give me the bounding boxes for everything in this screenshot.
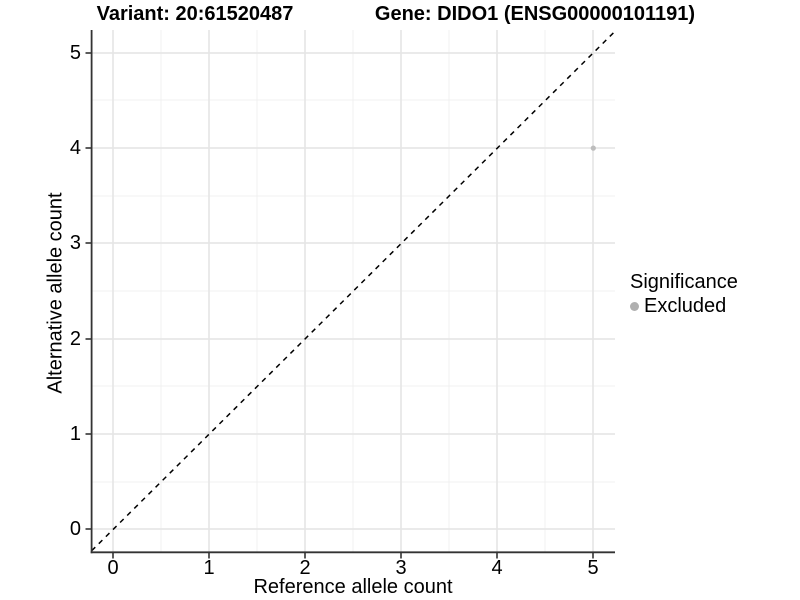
minor-gridlines bbox=[92, 30, 615, 552]
x-tick-label: 3 bbox=[395, 557, 407, 579]
legend-title: Significance bbox=[630, 271, 738, 293]
y-tick-label: 1 bbox=[69, 423, 81, 445]
legend-point-icon bbox=[630, 301, 639, 311]
legend-entry-excluded: Excluded bbox=[630, 295, 738, 317]
x-axis-title: Reference allele count bbox=[253, 576, 453, 598]
x-tick-label: 4 bbox=[491, 557, 503, 579]
plot-title-gene: Gene: DIDO1 (ENSG00000101191) bbox=[374, 3, 696, 25]
tick-marks bbox=[85, 52, 594, 559]
axis-lines bbox=[90, 30, 615, 554]
y-tick-label: 2 bbox=[69, 328, 81, 350]
y-tick-label: 5 bbox=[69, 42, 81, 64]
data-point bbox=[590, 145, 596, 151]
legend-entry-label: Excluded bbox=[644, 295, 727, 317]
y-tick-label: 3 bbox=[69, 232, 81, 254]
x-tick-label: 5 bbox=[587, 557, 599, 579]
legend: Significance Excluded bbox=[630, 271, 738, 317]
y-axis-title: Alternative allele count bbox=[44, 192, 67, 394]
plot-title-variant: Variant: 20:61520487 bbox=[96, 3, 294, 25]
y-tick-label: 0 bbox=[69, 518, 81, 540]
y-tick-label: 4 bbox=[69, 137, 81, 159]
x-tick-label: 1 bbox=[203, 557, 215, 579]
x-tick-label: 0 bbox=[107, 557, 119, 579]
major-gridlines bbox=[92, 30, 615, 552]
identity-line bbox=[91, 30, 616, 552]
x-tick-label: 2 bbox=[299, 557, 311, 579]
